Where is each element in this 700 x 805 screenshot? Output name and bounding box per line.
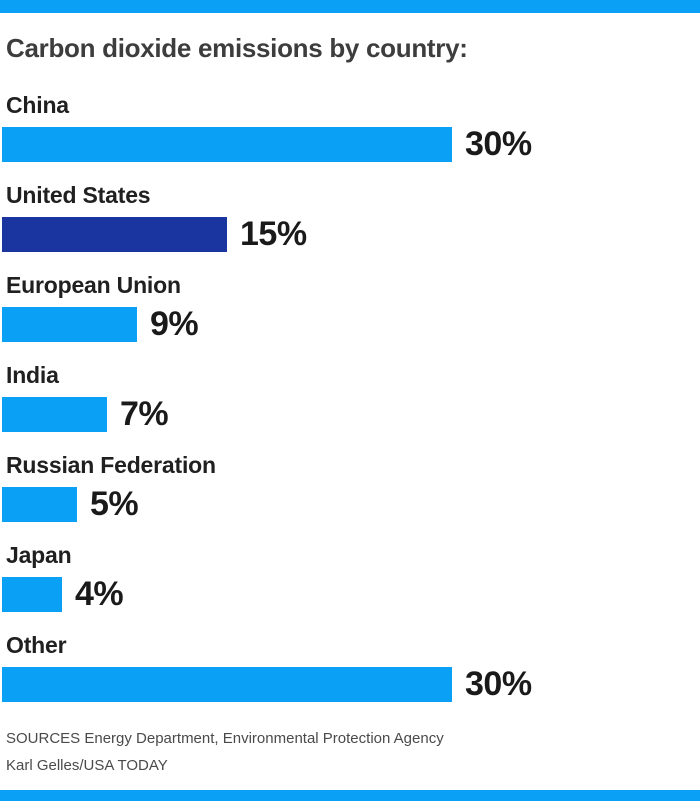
bar — [2, 487, 77, 522]
bar-line: 4% — [0, 577, 700, 612]
country-label: European Union — [6, 272, 181, 298]
bar-row: Other 30% — [0, 633, 700, 723]
value-label: 5% — [90, 485, 139, 523]
bar-chart: China 30% United States 15% European Uni… — [0, 93, 700, 723]
bar-line: 7% — [0, 397, 700, 432]
top-divider — [0, 0, 700, 13]
bar-line: 9% — [0, 307, 700, 342]
page-title: Carbon dioxide emissions by country: — [6, 33, 468, 63]
bar-line: 15% — [0, 217, 700, 252]
bar-line: 5% — [0, 487, 700, 522]
value-label: 30% — [465, 125, 532, 163]
bar — [2, 667, 452, 702]
bar-row: China 30% — [0, 93, 700, 183]
country-label: India — [6, 362, 59, 388]
bar-row: United States 15% — [0, 183, 700, 273]
bar-line: 30% — [0, 667, 700, 702]
country-label: Japan — [6, 542, 72, 568]
bar — [2, 127, 452, 162]
bar-row: Russian Federation 5% — [0, 453, 700, 543]
bar-row: Japan 4% — [0, 543, 700, 633]
country-label: Russian Federation — [6, 452, 216, 478]
country-label: United States — [6, 182, 151, 208]
country-label: Other — [6, 632, 67, 658]
value-label: 30% — [465, 665, 532, 703]
chart-footer: SOURCES Energy Department, Environmental… — [0, 729, 700, 776]
value-label: 4% — [75, 575, 124, 613]
bar — [2, 307, 137, 342]
bar-line: 30% — [0, 127, 700, 162]
bar-row: European Union 9% — [0, 273, 700, 363]
bar — [2, 397, 107, 432]
source-text: SOURCES Energy Department, Environmental… — [6, 730, 444, 747]
bottom-divider — [0, 790, 700, 801]
bar — [2, 577, 62, 612]
country-label: China — [6, 92, 69, 118]
credit-text: Karl Gelles/USA TODAY — [6, 757, 168, 774]
value-label: 7% — [120, 395, 169, 433]
bar — [2, 217, 227, 252]
bar-row: India 7% — [0, 363, 700, 453]
value-label: 15% — [240, 215, 307, 253]
value-label: 9% — [150, 305, 199, 343]
